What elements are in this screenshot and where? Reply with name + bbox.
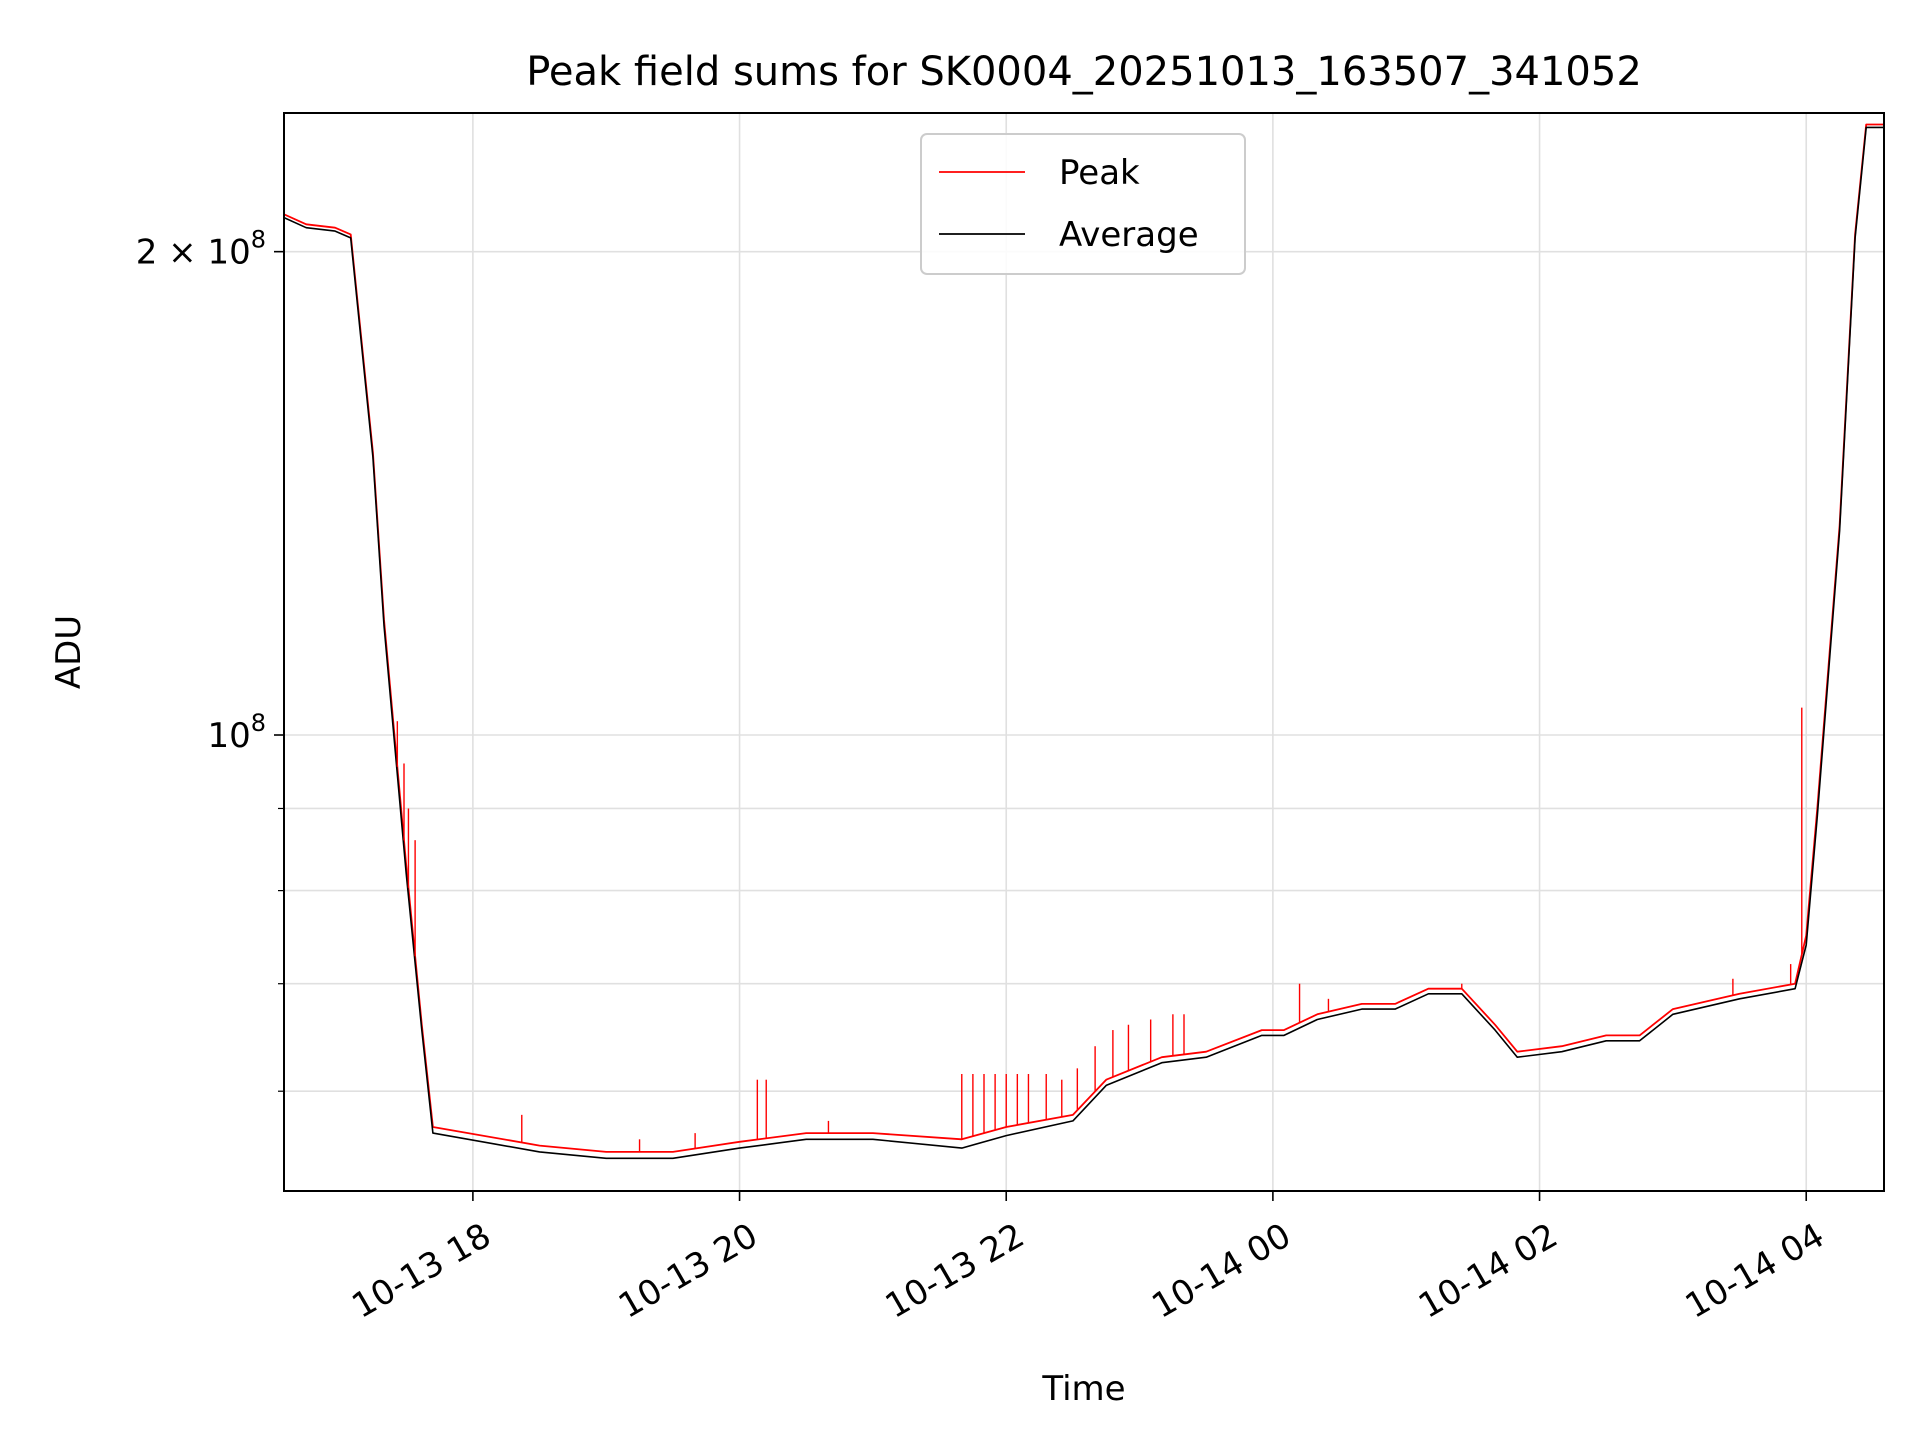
legend: Peak Average [920, 133, 1246, 275]
x-tick-label: 10-13 18 [345, 1216, 497, 1327]
series-line-average [284, 126, 1884, 1160]
y-tick-label: 108 [207, 709, 266, 756]
x-tick-label: 10-14 00 [1145, 1216, 1297, 1327]
grid [284, 113, 1884, 1191]
series-layer [284, 123, 1884, 1160]
plot-frame [283, 112, 1885, 1192]
axes: 10-13 18 10-13 20 10-13 22 10-14 00 10-14 02… [136, 226, 1831, 1327]
y-axis-label: ADU [49, 615, 89, 689]
x-tick-label: 10-13 22 [879, 1216, 1031, 1327]
chart-title: Peak field sums for SK0004_20251013_1635… [526, 49, 1642, 95]
legend-box [920, 133, 1246, 275]
x-tick-label: 10-14 02 [1412, 1216, 1564, 1327]
x-tick-label: 10-14 04 [1679, 1216, 1831, 1327]
x-tick-label: 10-13 20 [612, 1216, 764, 1327]
legend-label-average: Average [1059, 215, 1199, 255]
x-axis-label: Time [1041, 1369, 1125, 1409]
legend-label-peak: Peak [1059, 153, 1140, 193]
series-line-peak [284, 123, 1884, 1153]
y-tick-label: 2 × 108 [136, 226, 266, 273]
